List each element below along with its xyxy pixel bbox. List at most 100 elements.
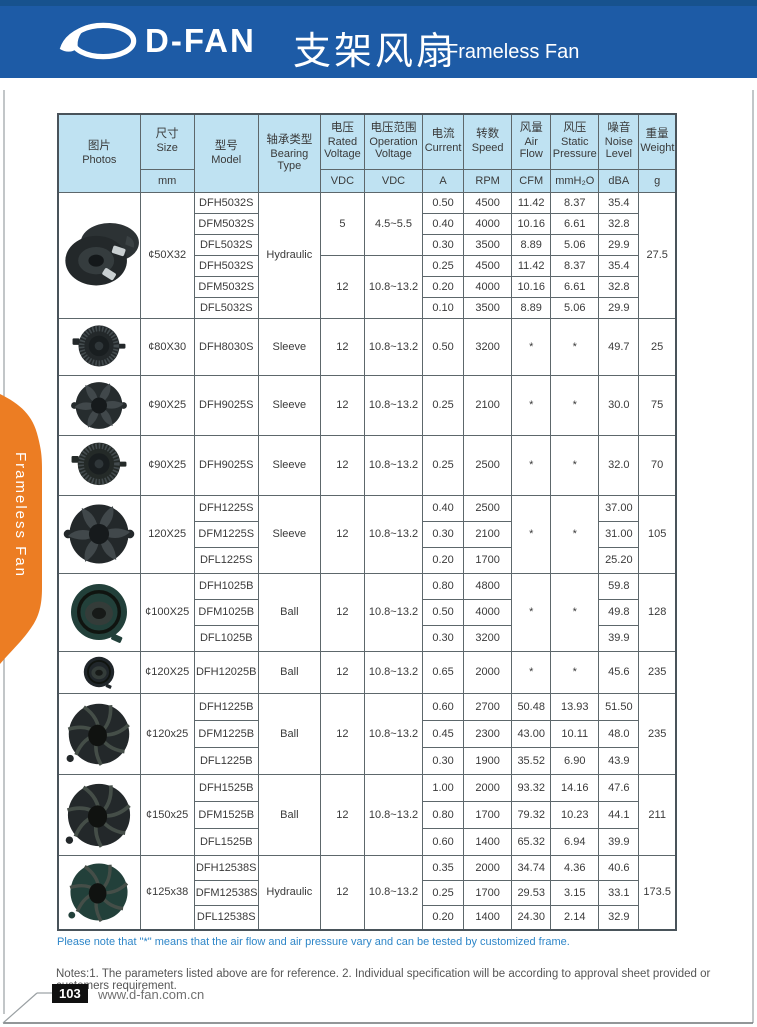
photo-cell: [57, 434, 141, 496]
current-cell: 0.25: [422, 374, 465, 436]
current-cell: 0.80: [422, 800, 465, 829]
model-cell: DFL1225S: [193, 546, 259, 574]
voltage-cell: 12: [319, 254, 365, 319]
voltage-cell: 5: [319, 191, 365, 256]
airflow-cell: *: [511, 434, 552, 496]
op-voltage-cell: 10.8~13.2: [363, 572, 424, 652]
pressure-cell: 14.16: [550, 773, 600, 802]
pressure-cell: *: [550, 494, 600, 574]
noise-cell: 32.8: [598, 212, 640, 235]
airflow-cell: 35.52: [511, 746, 552, 775]
speed-cell: 2100: [463, 520, 513, 548]
weight-cell: 211: [638, 773, 677, 856]
col-header-airflow: 风量 Air Flow: [511, 113, 552, 170]
voltage-cell: 12: [319, 650, 365, 694]
model-cell: DFH5032S: [193, 191, 259, 214]
pressure-cell: 8.37: [550, 191, 600, 214]
size-cell: 120X25: [139, 494, 195, 574]
airflow-cell: 8.89: [511, 296, 552, 319]
model-cell: DFH5032S: [193, 254, 259, 277]
model-cell: DFM1225S: [193, 520, 259, 548]
airflow-cell: 24.30: [511, 904, 552, 931]
speed-cell: 4500: [463, 254, 513, 277]
noise-cell: 48.0: [598, 719, 640, 748]
current-cell: 0.30: [422, 233, 465, 256]
current-cell: 0.30: [422, 624, 465, 652]
fan-photo-icon: [79, 653, 119, 691]
noise-cell: 35.4: [598, 254, 640, 277]
model-cell: DFM5032S: [193, 212, 259, 235]
dfan-logo-icon: [59, 22, 137, 60]
speed-cell: 4000: [463, 212, 513, 235]
noise-cell: 37.00: [598, 494, 640, 522]
noise-cell: 45.6: [598, 650, 640, 694]
col-header-model: 型号 Model: [193, 113, 259, 193]
speed-cell: 2500: [463, 494, 513, 522]
airflow-cell: *: [511, 374, 552, 436]
weight-cell: 235: [638, 650, 677, 694]
unit-operation-voltage: VDC: [363, 168, 424, 193]
noise-cell: 40.6: [598, 854, 640, 881]
pressure-cell: 6.90: [550, 746, 600, 775]
pressure-cell: 10.11: [550, 719, 600, 748]
pressure-cell: 5.06: [550, 296, 600, 319]
current-cell: 0.80: [422, 572, 465, 600]
size-cell: ¢90X25: [139, 374, 195, 436]
bearing-cell: Hydraulic: [257, 191, 321, 319]
photo-cell: [57, 317, 141, 376]
size-cell: ¢120x25: [139, 692, 195, 775]
model-cell: DFL5032S: [193, 296, 259, 319]
footer-asterisk-note: Please note that "*" means that the air …: [57, 936, 570, 948]
airflow-cell: 29.53: [511, 879, 552, 906]
photo-cell: [57, 692, 141, 775]
model-cell: DFH12538S: [193, 854, 259, 881]
model-cell: DFH8030S: [193, 317, 259, 376]
bearing-cell: Ball: [257, 650, 321, 694]
fan-photo-icon: [60, 778, 138, 852]
voltage-cell: 12: [319, 773, 365, 856]
photo-cell: [57, 650, 141, 694]
speed-cell: 1400: [463, 904, 513, 931]
speed-cell: 1700: [463, 546, 513, 574]
model-cell: DFL5032S: [193, 233, 259, 256]
col-header-photos: 图片 Photos: [57, 113, 141, 193]
weight-cell: 235: [638, 692, 677, 775]
weight-cell: 70: [638, 434, 677, 496]
airflow-cell: *: [511, 494, 552, 574]
page-number: 103: [52, 984, 88, 1003]
speed-cell: 1700: [463, 879, 513, 906]
noise-cell: 31.00: [598, 520, 640, 548]
model-cell: DFH1225B: [193, 692, 259, 721]
current-cell: 0.30: [422, 520, 465, 548]
model-cell: DFM12538S: [193, 879, 259, 906]
speed-cell: 3200: [463, 624, 513, 652]
current-cell: 0.65: [422, 650, 465, 694]
col-header-pressure: 风压 Static Pressure: [550, 113, 600, 170]
bearing-cell: Sleeve: [257, 434, 321, 496]
op-voltage-cell: 4.5~5.5: [363, 191, 424, 256]
speed-cell: 1700: [463, 800, 513, 829]
pressure-cell: 5.06: [550, 233, 600, 256]
pressure-cell: *: [550, 650, 600, 694]
op-voltage-cell: 10.8~13.2: [363, 434, 424, 496]
size-cell: ¢150x25: [139, 773, 195, 856]
bearing-cell: Ball: [257, 572, 321, 652]
noise-cell: 39.9: [598, 624, 640, 652]
airflow-cell: 10.16: [511, 275, 552, 298]
model-cell: DFH12025B: [193, 650, 259, 694]
noise-cell: 49.7: [598, 317, 640, 376]
fan-photo-icon: [64, 858, 134, 926]
model-cell: DFM1525B: [193, 800, 259, 829]
pressure-cell: 13.93: [550, 692, 600, 721]
col-header-rated-voltage: 电压 Rated Voltage: [319, 113, 365, 170]
noise-cell: 29.9: [598, 233, 640, 256]
current-cell: 0.30: [422, 746, 465, 775]
size-cell: ¢90X25: [139, 434, 195, 496]
pressure-cell: 6.61: [550, 275, 600, 298]
model-cell: DFH9025S: [193, 434, 259, 496]
unit-pressure: mmH₂O: [550, 168, 600, 193]
airflow-cell: 34.74: [511, 854, 552, 881]
fan-photo-icon: [61, 498, 137, 570]
pressure-cell: 6.61: [550, 212, 600, 235]
